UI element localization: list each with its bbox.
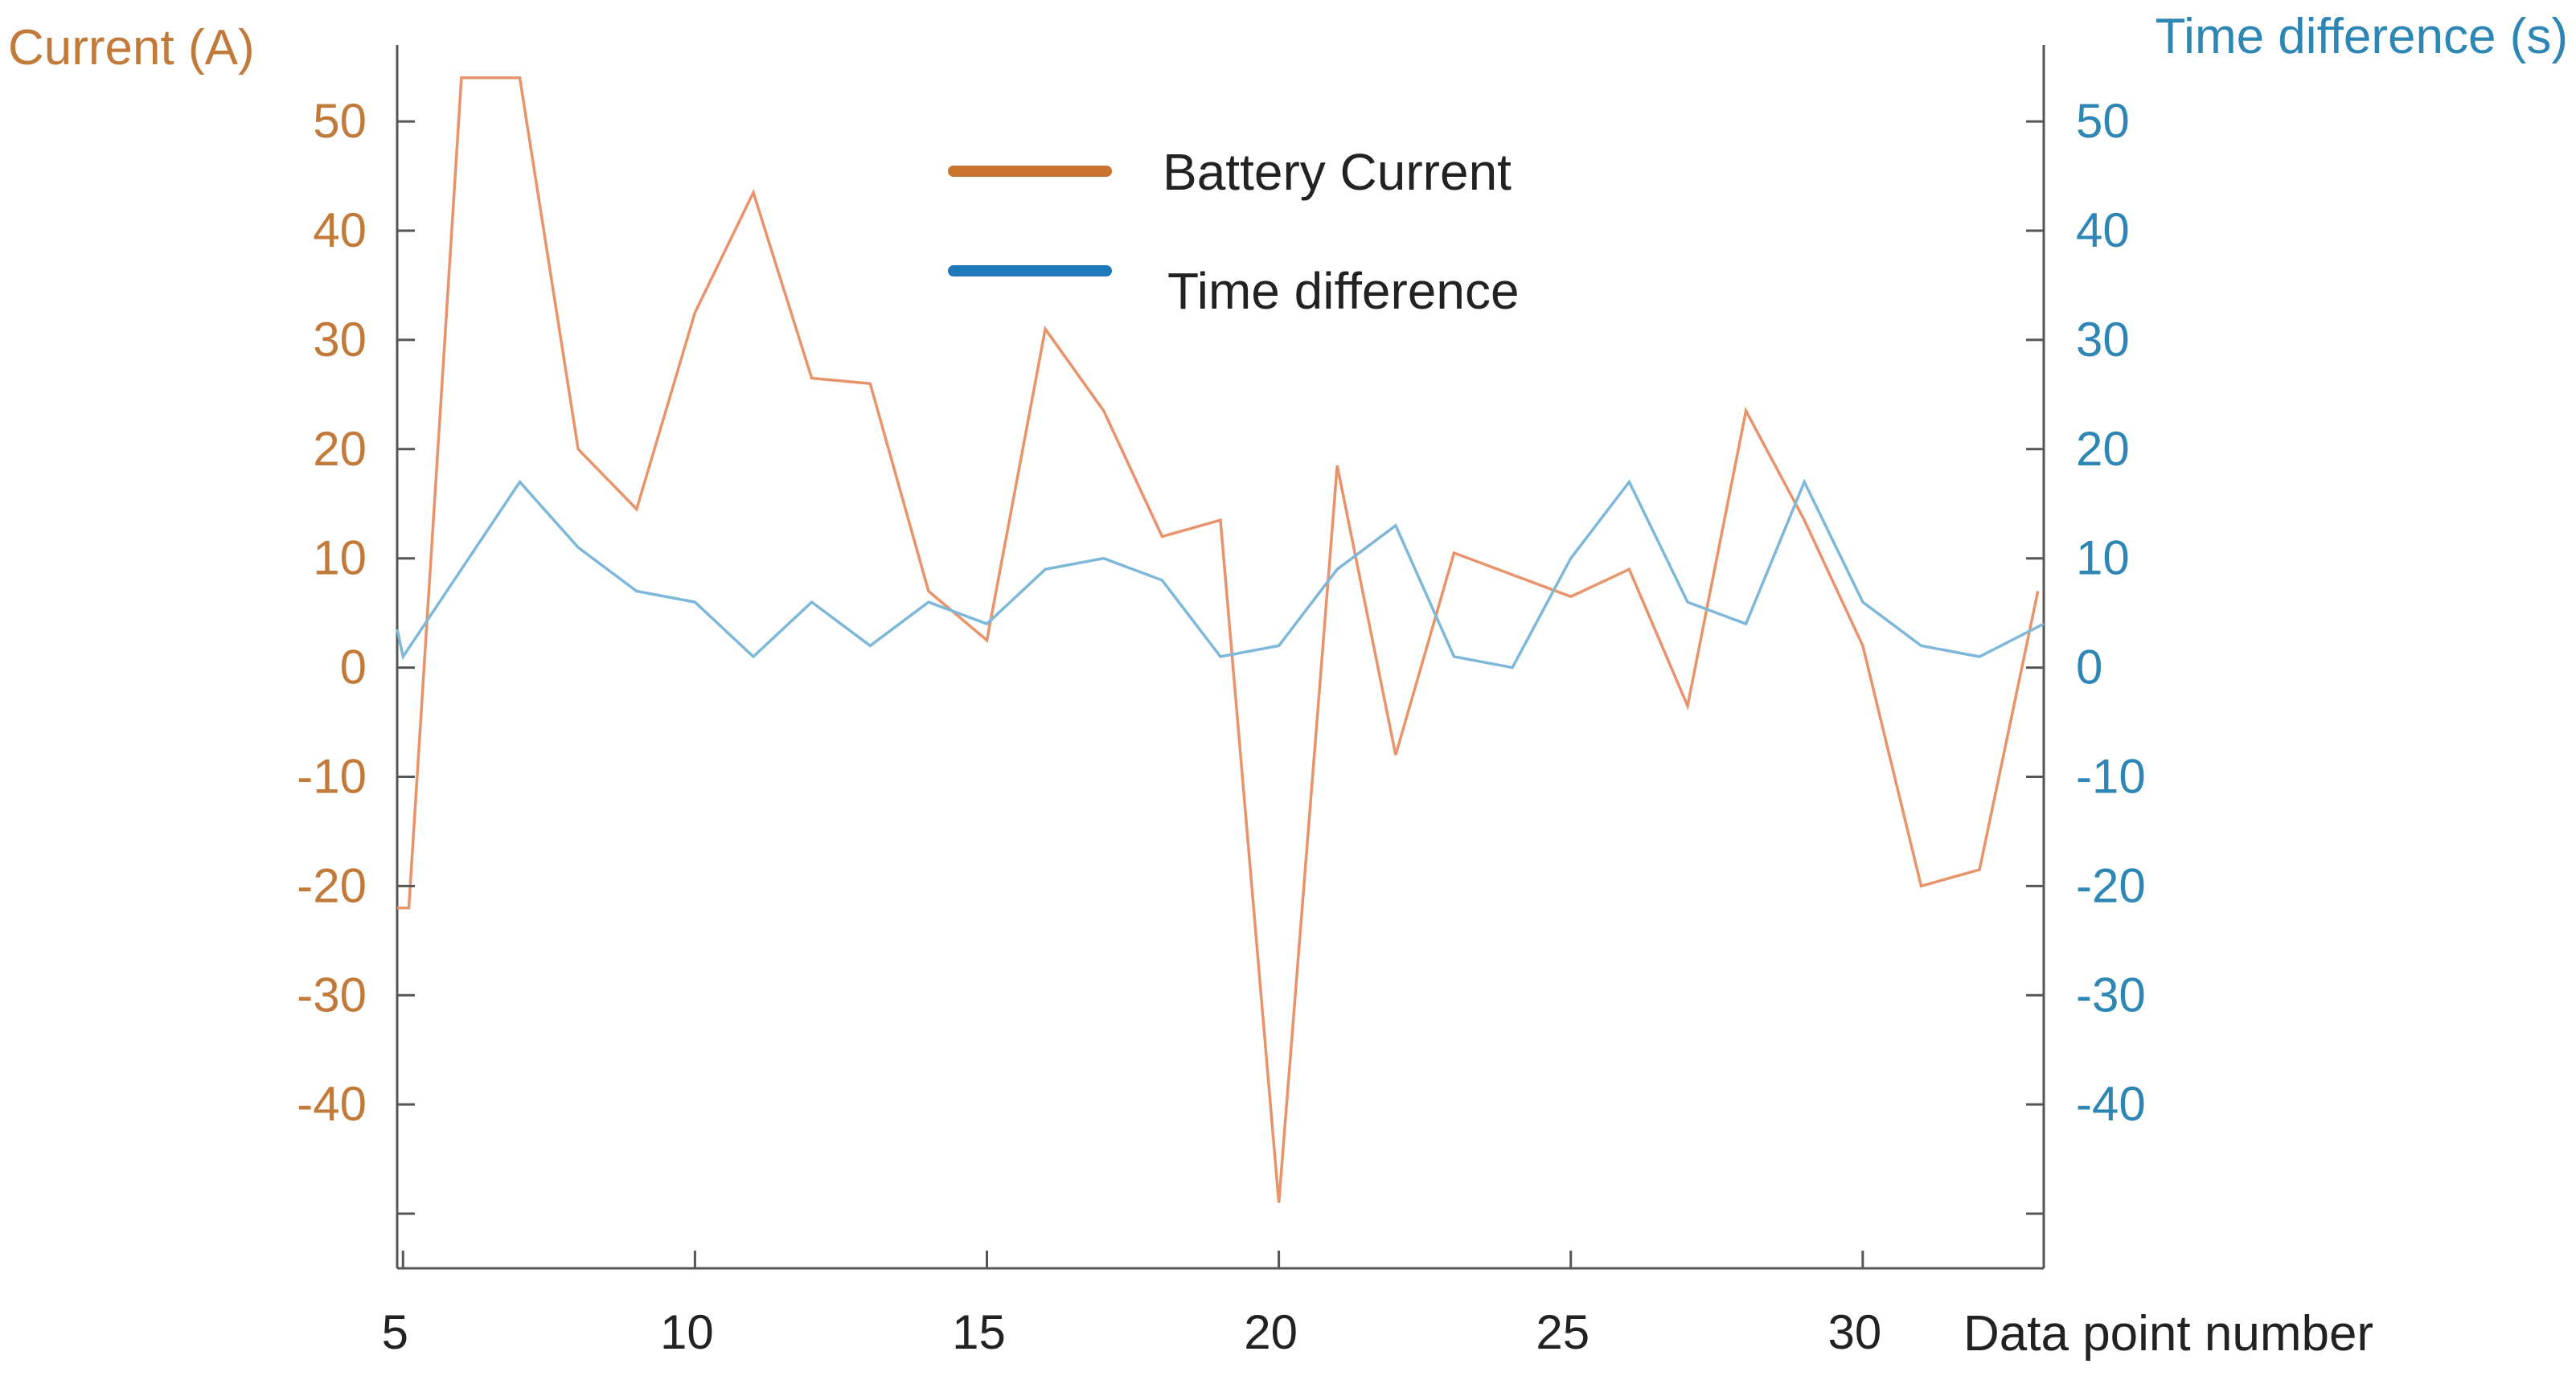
left-tick-label: 10 [313, 531, 367, 585]
x-tick-label: 10 [660, 1305, 714, 1359]
right-tick-label: 30 [2076, 313, 2130, 367]
left-tick-label: 20 [313, 422, 367, 476]
right-axis-title: Time difference (s) [2156, 9, 2568, 64]
left-tick-label: -10 [297, 749, 367, 803]
left-tick-label: 30 [313, 313, 367, 367]
right-tick-label: -30 [2076, 968, 2146, 1022]
legend-label-time-difference: Time difference [1167, 262, 1520, 320]
x-tick-label: 5 [382, 1305, 408, 1359]
right-tick-label: 50 [2076, 94, 2130, 148]
right-tick-label: -10 [2076, 749, 2146, 803]
right-tick-label: 10 [2076, 531, 2130, 585]
time-difference-line [396, 478, 2045, 670]
axis-ticks: 50 40 30 20 10 0 -10 -20 -30 -40 50 40 30 20 10 0 -10 -20… [297, 94, 2145, 1359]
battery-current-line [397, 76, 2040, 1203]
left-tick-label: -20 [297, 858, 367, 912]
right-tick-label: -20 [2076, 858, 2146, 912]
x-tick-label: 20 [1244, 1305, 1298, 1359]
left-axis-title: Current (A) [8, 20, 255, 76]
right-tick-label: -40 [2076, 1077, 2146, 1131]
left-tick-label: 0 [340, 641, 367, 694]
x-axis-title: Data point number [1963, 1306, 2373, 1362]
right-tick-label: 20 [2076, 422, 2130, 476]
x-tick-label: 25 [1536, 1305, 1589, 1359]
left-tick-label: -40 [297, 1077, 367, 1131]
legend-label-battery-current: Battery Current [1163, 143, 1512, 201]
series-lines [396, 76, 2045, 1203]
left-tick-label: 40 [313, 203, 367, 257]
right-tick-label: 0 [2076, 641, 2102, 694]
x-tick-label: 30 [1827, 1305, 1881, 1359]
axes-frame [396, 45, 2045, 1270]
left-tick-label: -30 [297, 968, 367, 1022]
left-tick-label: 50 [313, 94, 367, 148]
x-tick-label: 15 [952, 1305, 1006, 1359]
legend: Battery Current Time difference [948, 143, 1520, 320]
right-tick-label: 40 [2076, 203, 2130, 257]
